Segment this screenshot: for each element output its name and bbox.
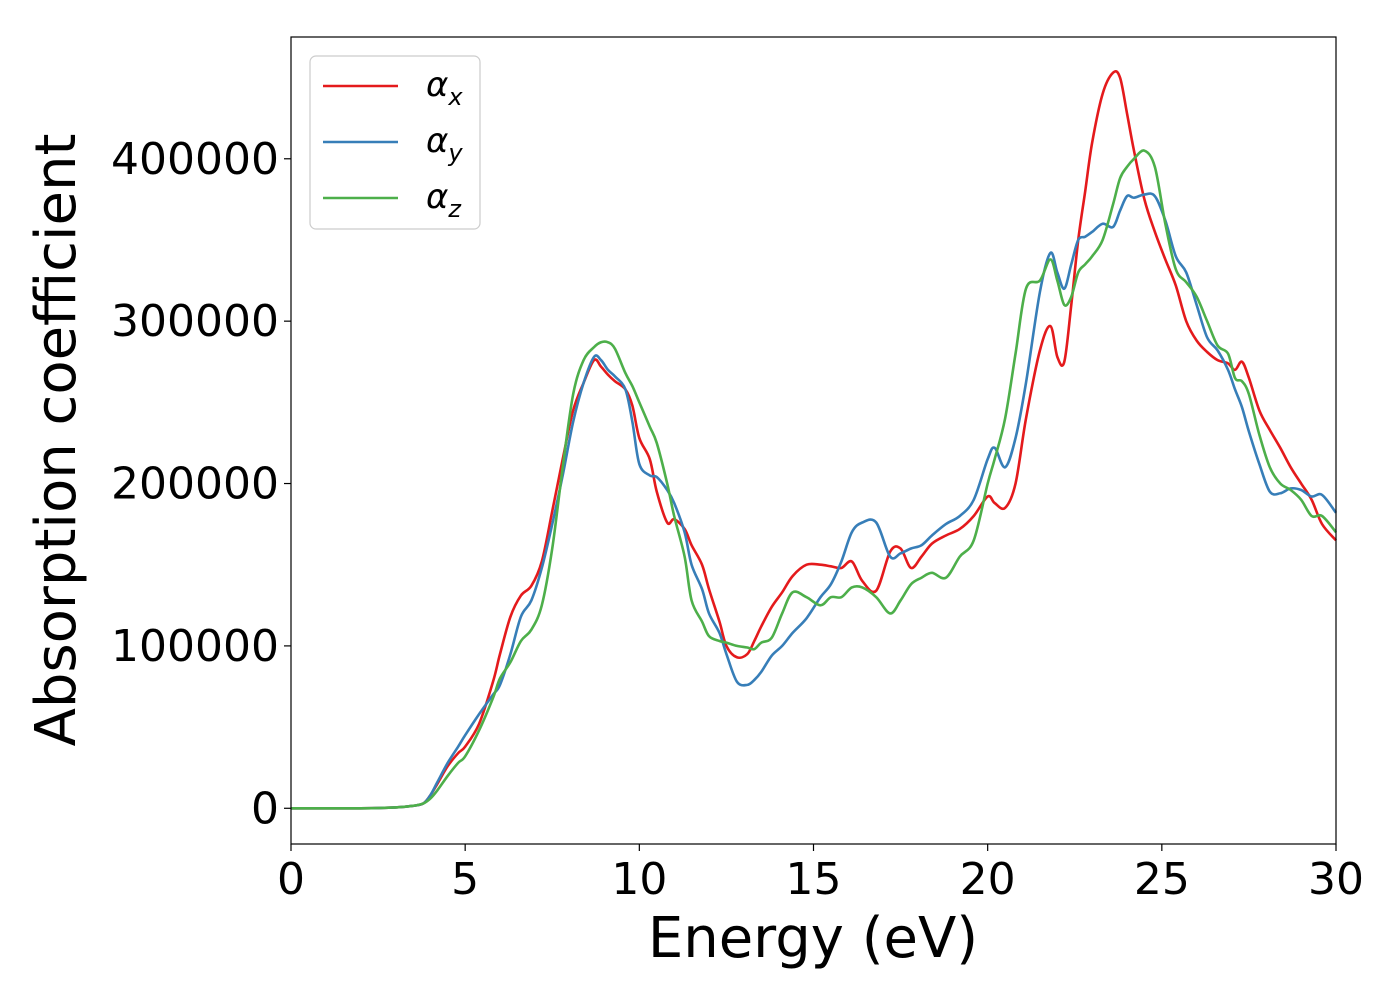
y-tick-label: 300000: [111, 296, 279, 347]
x-tick-label: 30: [1308, 854, 1364, 905]
series-line-alpha-x: [290, 70, 1337, 810]
y-tick-label: 400000: [111, 134, 279, 185]
x-tick-label: 5: [451, 854, 479, 905]
series-line-alpha-y: [290, 192, 1338, 810]
x-tick-label: 15: [786, 854, 842, 905]
legend-label-alpha-y: αy: [426, 121, 463, 167]
x-axis-ticks: 0 5 10 15 20 25 30: [277, 844, 1364, 905]
y-axis-ticks: 0 100000 200000 300000 400000: [111, 134, 291, 834]
y-tick-label: 200000: [111, 459, 279, 510]
x-tick-label: 20: [960, 854, 1016, 905]
x-tick-label: 0: [277, 854, 305, 905]
y-axis-title: Absorption coefficient: [24, 134, 89, 747]
series-layer: [290, 70, 1338, 810]
x-axis-title: Energy (eV): [648, 906, 978, 971]
y-tick-label: 0: [251, 783, 279, 834]
y-tick-label: 100000: [111, 621, 279, 672]
series-line-alpha-z: [290, 149, 1338, 810]
x-tick-label: 10: [611, 854, 667, 905]
x-tick-label: 25: [1134, 854, 1190, 905]
legend-label-alpha-x: αx: [426, 65, 463, 111]
